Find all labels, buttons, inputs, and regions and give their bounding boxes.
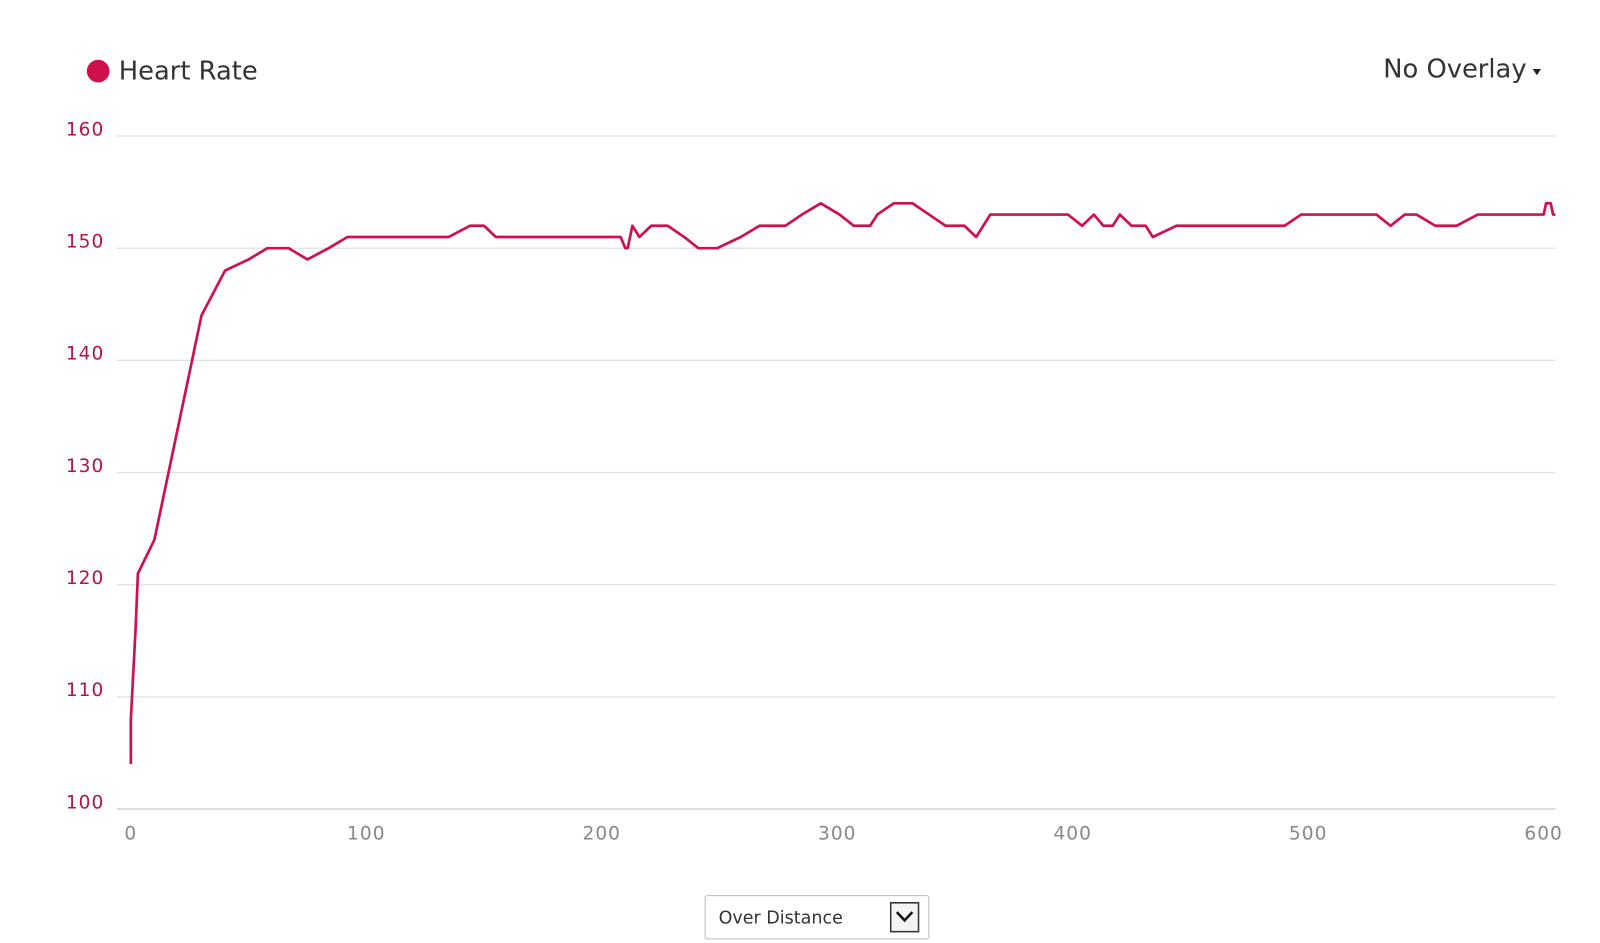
x-tick-label: 100 bbox=[347, 823, 386, 844]
dropdown-caret[interactable] bbox=[1532, 69, 1542, 76]
y-tick-label: 120 bbox=[66, 568, 105, 589]
legend-label: Heart Rate bbox=[119, 57, 258, 87]
x-tick-label: 500 bbox=[1289, 823, 1328, 844]
x-tick-label: 600 bbox=[1524, 823, 1563, 844]
y-tick-label: 140 bbox=[66, 344, 105, 365]
x-mode-select[interactable]: Over Distance bbox=[704, 895, 930, 940]
x-tick-label: 0 bbox=[124, 823, 137, 844]
legend-swatch bbox=[86, 59, 110, 83]
select-box[interactable] bbox=[704, 895, 930, 940]
overlay-label[interactable]: No Overlay bbox=[1383, 55, 1526, 85]
select-button[interactable] bbox=[889, 902, 920, 933]
x-tick-label: 400 bbox=[1053, 823, 1091, 844]
x-tick-label: 300 bbox=[818, 823, 856, 844]
y-tick-label: 110 bbox=[66, 680, 105, 701]
select-label[interactable]: Over Distance bbox=[719, 908, 843, 928]
overlay-menu[interactable]: No Overlay bbox=[1383, 55, 1542, 85]
line-series bbox=[129, 201, 1556, 765]
y-tick-label: 160 bbox=[66, 119, 105, 140]
y-tick-label: 100 bbox=[66, 792, 105, 813]
y-tick-label: 130 bbox=[66, 456, 105, 477]
chevron[interactable] bbox=[895, 911, 914, 923]
y-tick-label: 150 bbox=[66, 232, 105, 253]
x-tick-label: 200 bbox=[583, 823, 622, 844]
